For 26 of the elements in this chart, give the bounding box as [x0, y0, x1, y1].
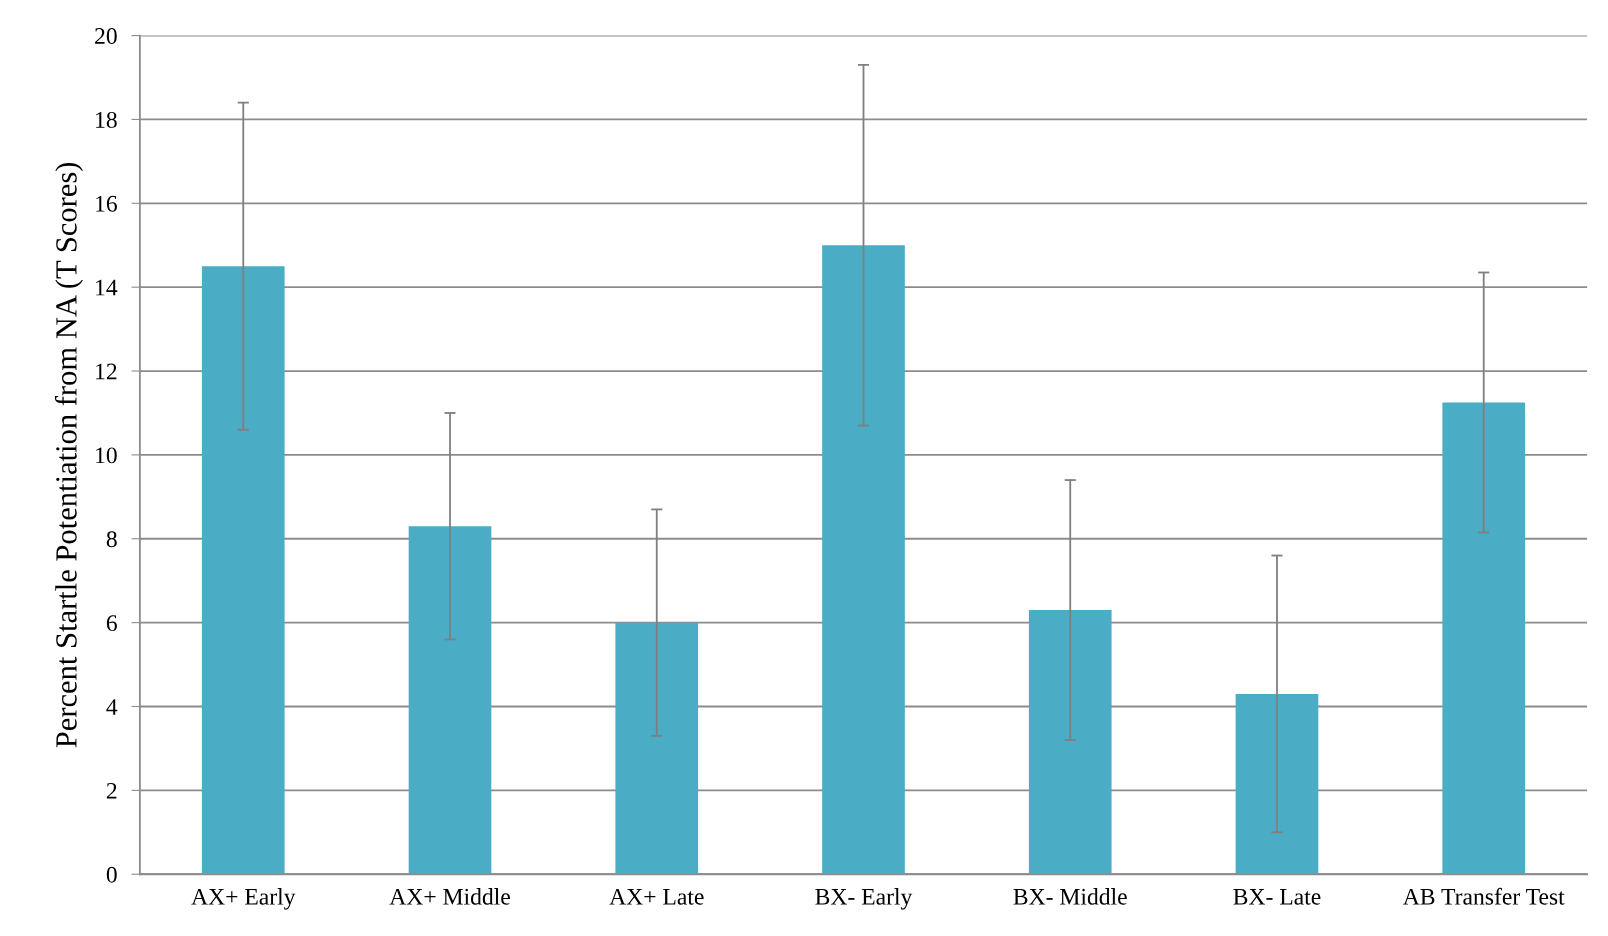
- x-tick-label: AX+ Late: [609, 888, 704, 905]
- x-tick-label: AB Transfer Test: [1403, 887, 1565, 905]
- bar: [1235, 693, 1319, 875]
- bar: [822, 245, 905, 875]
- bar: [1028, 610, 1112, 875]
- y-tick-label: 6: [106, 615, 117, 632]
- y-tick-label: 0: [106, 866, 117, 883]
- x-tick-label: AX+ Middle: [389, 888, 510, 905]
- y-tick-label: 18: [96, 111, 117, 128]
- x-tick-label: AX+ Early: [191, 888, 296, 910]
- x-tick-label: BX- Middle: [1013, 888, 1127, 905]
- y-tick-label: 16: [96, 195, 117, 212]
- bar: [408, 526, 492, 875]
- y-tick-label: 10: [96, 447, 117, 464]
- x-tick-label: BX- Early: [815, 888, 913, 910]
- bar: [201, 266, 285, 875]
- y-tick-label: 2: [106, 782, 117, 799]
- y-tick-label: 8: [106, 531, 117, 548]
- y-tick-label: 20: [95, 28, 117, 44]
- x-tick-label: BX- Late: [1233, 889, 1321, 905]
- bar: [615, 622, 699, 875]
- y-tick-label: 12: [96, 363, 117, 380]
- y-tick-label: 14: [96, 279, 118, 296]
- bar: [1442, 402, 1526, 875]
- y-axis-title: Percent Startle Potentiation from NA (T Scores): [54, 162, 83, 748]
- y-tick-label: 4: [106, 699, 118, 715]
